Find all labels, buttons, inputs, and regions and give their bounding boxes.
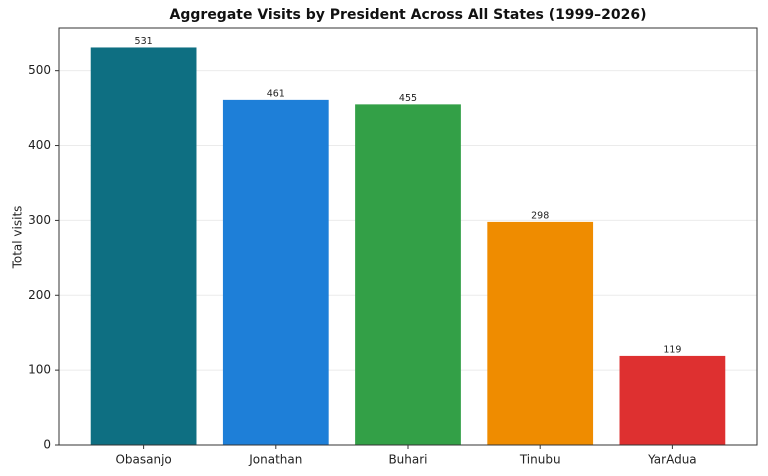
data-label: 298 [531, 210, 549, 221]
x-tick-label: YarAdua [647, 453, 697, 467]
x-tick-label: Jonathan [248, 453, 302, 467]
bar [355, 104, 461, 445]
data-label: 531 [135, 36, 153, 47]
x-tick-label: Tinubu [519, 453, 561, 467]
data-label: 461 [267, 88, 285, 99]
plot-frame [58, 27, 758, 446]
y-tick-label: 0 [43, 438, 51, 452]
y-tick-label: 200 [28, 288, 51, 302]
x-tick-label: Buhari [388, 453, 427, 467]
y-tick-label: 300 [28, 213, 51, 227]
chart-title: Aggregate Visits by President Across All… [170, 7, 647, 23]
y-tick-label: 100 [28, 363, 51, 377]
bar [487, 221, 594, 445]
bar [619, 355, 726, 445]
y-axis-label: Total visits [11, 206, 25, 270]
y-tick-label: 500 [28, 63, 51, 77]
bar [90, 47, 197, 445]
y-tick-label: 400 [28, 138, 51, 152]
data-label: 119 [663, 344, 681, 355]
bar [222, 99, 329, 446]
x-tick-label: Obasanjo [115, 453, 171, 467]
data-label: 455 [399, 93, 417, 104]
